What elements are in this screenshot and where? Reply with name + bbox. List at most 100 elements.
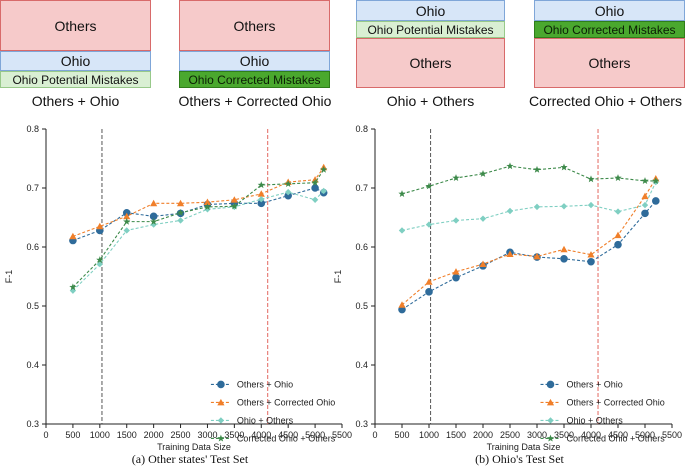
data-point — [311, 184, 319, 192]
panel-caption: Corrected Ohio + Others — [529, 93, 682, 109]
legend-label: Ohio + Others — [237, 415, 294, 425]
block-ohio-potential-mistakes: Ohio Potential Mistakes — [356, 21, 505, 38]
data-point — [203, 203, 212, 210]
data-point — [641, 209, 649, 218]
data-point — [452, 268, 460, 275]
legend-marker — [217, 417, 225, 424]
x-tick-label: 1000 — [90, 430, 110, 440]
chart-ohio: 0.3 0.4 0.5 0.6 0.7 0.8 0 500 1000 1500 2000 2500 30… — [333, 124, 682, 466]
data-point — [123, 217, 131, 225]
legend-marker — [547, 417, 554, 424]
block-ohio: Ohio — [534, 0, 685, 21]
x-tick-label: 3500 — [554, 430, 574, 440]
data-point — [641, 177, 649, 184]
data-point — [452, 273, 460, 282]
panel-caption: Others + Corrected Ohio — [178, 93, 332, 109]
x-tick-label: 0 — [372, 430, 377, 440]
data-point — [479, 170, 487, 177]
series-line — [72, 169, 325, 288]
data-point — [587, 175, 595, 183]
data-point — [587, 251, 595, 258]
y-tick-label: 0.5 — [26, 301, 39, 311]
data-point — [560, 245, 568, 253]
data-point — [533, 203, 541, 211]
series-line — [72, 187, 324, 242]
data-point — [203, 198, 212, 206]
composition-diagram: Others Ohio Ohio Potential Mistakes Othe… — [0, 0, 685, 110]
panel-caption: Ohio + Others — [386, 93, 475, 109]
block-ohio-corrected-mistakes: Ohio Corrected Mistakes — [179, 71, 330, 88]
data-point — [425, 221, 433, 228]
y-tick-label: 0.3 — [355, 419, 368, 429]
series-line — [401, 200, 657, 310]
y-tick-label: 0.7 — [26, 183, 39, 193]
data-point — [452, 217, 460, 224]
x-tick-label: 1500 — [446, 430, 466, 440]
x-tick-label: 2000 — [144, 430, 164, 440]
data-point — [150, 217, 158, 225]
data-point — [641, 192, 649, 200]
block-others: Others — [356, 38, 505, 88]
block-others: Others — [0, 0, 151, 51]
data-point — [258, 196, 265, 203]
data-point — [257, 190, 265, 197]
data-point — [533, 252, 541, 260]
data-point — [614, 240, 622, 249]
chart-other-states: 0.3 0.4 0.5 0.6 0.7 0.8 0 500 1000 1500 2000 2500 30… — [4, 124, 352, 466]
series-line — [72, 167, 325, 237]
data-point — [652, 177, 660, 184]
block-ohio: Ohio — [0, 51, 151, 71]
data-point — [641, 201, 649, 209]
data-point — [320, 187, 327, 195]
data-point — [398, 190, 406, 197]
series-line — [401, 165, 656, 195]
data-point — [560, 203, 568, 210]
legend-marker — [546, 380, 555, 389]
x-tick-label: 5500 — [332, 430, 352, 440]
legend-marker — [217, 380, 225, 389]
block-ohio: Ohio — [356, 0, 505, 21]
data-point — [176, 199, 185, 207]
legend-label: Others + Corrected Ohio — [567, 397, 665, 407]
chart-caption: (a) Other states' Test Set — [132, 452, 249, 466]
data-point — [652, 197, 660, 205]
block-ohio-corrected-mistakes: Ohio Corrected Mistakes — [534, 21, 685, 38]
x-tick-label: 5000 — [305, 430, 325, 440]
series-line — [72, 190, 325, 292]
y-tick-label: 0.8 — [26, 124, 39, 134]
data-point — [284, 180, 292, 187]
y-axis-label: F-1 — [4, 270, 14, 284]
legend-marker — [546, 398, 555, 406]
x-tick-label: 5000 — [635, 430, 655, 440]
legend-label: Others + Ohio — [237, 379, 293, 389]
x-tick-label: 4000 — [251, 430, 271, 440]
block-others: Others — [179, 0, 330, 51]
block-ohio: Ohio — [179, 51, 330, 71]
data-point — [150, 199, 158, 207]
x-tick-label: 3000 — [197, 430, 217, 440]
data-point — [230, 196, 238, 203]
data-point — [506, 162, 514, 170]
data-point — [479, 215, 487, 222]
y-tick-label: 0.5 — [355, 301, 368, 311]
x-tick-label: 2500 — [171, 430, 191, 440]
y-tick-label: 0.3 — [26, 419, 39, 429]
data-point — [257, 181, 265, 189]
data-point — [320, 165, 328, 173]
data-point — [560, 163, 568, 171]
y-tick-label: 0.6 — [26, 242, 39, 252]
x-tick-label: 500 — [65, 430, 80, 440]
legend-label: Corrected Ohio + Others — [237, 433, 336, 443]
x-tick-label: 4500 — [278, 430, 298, 440]
panel-caption: Others + Ohio — [31, 93, 120, 109]
data-point — [452, 174, 460, 182]
data-point — [614, 174, 622, 182]
data-point — [425, 182, 433, 190]
data-point — [230, 202, 238, 210]
data-point — [560, 254, 568, 263]
legend-label: Others + Ohio — [567, 379, 623, 389]
data-point — [311, 196, 319, 203]
x-tick-label: 2500 — [500, 430, 520, 440]
x-tick-label: 1000 — [419, 430, 439, 440]
data-point — [123, 227, 130, 234]
